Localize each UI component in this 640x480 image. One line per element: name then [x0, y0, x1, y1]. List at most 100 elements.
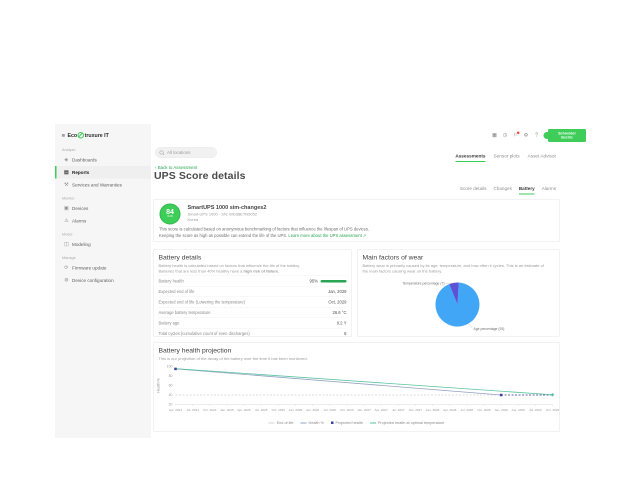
score-total: /100	[167, 215, 173, 218]
svg-text:Jan. 2027: Jan. 2027	[357, 408, 371, 412]
battery-row-battery-age: Battery age 0.2 Y	[158, 317, 347, 329]
sidebar-item-label: Modeling	[72, 241, 91, 247]
score-description-2: Keeping the score as high as possible ca…	[159, 233, 366, 238]
sidebar-item-devices[interactable]: ▣ Devices	[55, 202, 151, 215]
svg-text:Jul. 2024: Jul. 2024	[186, 408, 199, 412]
battery-desc-line1: Battery health is calculated based on fa…	[158, 263, 301, 269]
legend-swatch	[268, 422, 275, 424]
sidebar-item-alarms[interactable]: ⚠ Alarms	[55, 215, 151, 228]
location-search[interactable]	[155, 147, 217, 158]
battery-details-description: Battery health is calculated based on fa…	[159, 264, 341, 275]
sidebar-item-firmware-update[interactable]: ⟳ Firmware update	[55, 262, 151, 275]
legend-label: End of life	[276, 420, 294, 426]
svg-text:Oct. 2026: Oct. 2026	[340, 408, 354, 412]
projection-title: Battery health projection	[158, 346, 232, 355]
battery-rows: Battery health 95% Expected end of life Jan…	[158, 275, 347, 339]
svg-text:Jul. 2025: Jul. 2025	[255, 408, 268, 412]
svg-text:Apr. 2024: Apr. 2024	[169, 408, 183, 412]
sidebar-item-dashboards[interactable]: ◈ Dashboards	[55, 154, 151, 167]
device-configuration-icon: ⚙	[64, 277, 69, 284]
reports-icon: ▤	[64, 169, 69, 176]
search-icon	[159, 150, 164, 155]
apps-icon[interactable]: ▦	[492, 132, 497, 139]
tab-asset-advisor[interactable]: Asset Advisor	[527, 153, 556, 159]
legend-swatch	[330, 421, 334, 424]
legend-item-end-of-life: End of life	[268, 420, 294, 426]
sidebar-section-label: Analyze	[62, 147, 76, 153]
sidebar-item-label: Firmware update	[72, 265, 107, 271]
svg-text:Oct. 2027: Oct. 2027	[409, 408, 423, 412]
svg-text:Oct. 2028: Oct. 2028	[477, 408, 491, 412]
back-label: Back to Assessment	[157, 165, 198, 170]
history-icon[interactable]: ◷	[502, 132, 508, 139]
battery-details-title: Battery details	[158, 253, 202, 262]
user-avatar[interactable]	[543, 132, 551, 139]
sidebar-item-modeling[interactable]: ◫ Modeling	[55, 238, 151, 251]
settings-icon[interactable]: ⚙	[523, 132, 529, 139]
tab-score-details[interactable]: Score details	[459, 186, 487, 191]
ecostruxure-logo-icon	[77, 132, 85, 139]
dashboards-icon: ◈	[64, 157, 69, 163]
back-link[interactable]: ‹ Back to Assessment	[155, 165, 197, 170]
svg-text:Jan. 2026: Jan. 2026	[289, 408, 303, 412]
svg-text:Apr. 2026: Apr. 2026	[306, 408, 320, 412]
svg-text:40: 40	[169, 393, 173, 397]
battery-row-label: Battery age	[158, 320, 180, 326]
battery-row-label: Battery health	[158, 278, 184, 284]
battery-row-expected-end-of-life-lowering-the-temperature: Expected end of life (Lowering the tempe…	[158, 296, 347, 308]
tab-sensor-plots[interactable]: Sensor plots	[493, 153, 520, 159]
menu-icon[interactable]: ≡	[61, 131, 66, 139]
score-description-2-text: Keeping the score as high as possible ca…	[159, 233, 288, 238]
tab-changes[interactable]: Changes	[493, 186, 512, 191]
svg-text:Oct. 2025: Oct. 2025	[272, 408, 286, 412]
sidebar-item-device-configuration[interactable]: ⚙ Device configuration	[55, 274, 151, 287]
legend-swatch	[300, 422, 307, 424]
svg-text:Apr. 2028: Apr. 2028	[443, 408, 457, 412]
battery-row-value: 0.2 Y	[336, 320, 347, 326]
sidebar-item-reports[interactable]: ▤ Reports	[55, 166, 151, 179]
svg-text:Oct. 2024: Oct. 2024	[203, 408, 217, 412]
svg-text:Apr. 2025: Apr. 2025	[237, 408, 251, 412]
svg-text:100: 100	[167, 365, 173, 369]
score-description-1: This score is calculated based on anonym…	[159, 226, 370, 232]
sidebar-item-label: Device configuration	[72, 277, 114, 283]
tab-alarms[interactable]: Alarms	[541, 186, 556, 191]
svg-text:80: 80	[169, 374, 173, 378]
tab-battery[interactable]: Battery	[518, 186, 535, 195]
battery-row-label: Expected end of life (Lowering the tempe…	[158, 299, 245, 305]
sidebar-item-label: Dashboards	[72, 157, 97, 163]
svg-text:Temperature percentage (7): Temperature percentage (7)	[402, 282, 444, 286]
primary-tabs: Assessments Sensor plots Asset Advisor	[455, 153, 556, 162]
logo-line2: Electric	[561, 135, 573, 140]
battery-row-value: 95%	[309, 279, 347, 284]
svg-text:Jul. 2026: Jul. 2026	[323, 408, 336, 412]
battery-row-label: Expected end of life	[158, 289, 195, 294]
battery-row-value: Jan, 2029	[328, 289, 347, 294]
battery-row-average-battery-temperature: Average battery temperature 26.6 °C	[158, 307, 347, 318]
sidebar-item-services-and-warranties[interactable]: ⚒ Services and Warranties	[55, 179, 151, 192]
svg-text:Jan. 2028: Jan. 2028	[426, 408, 440, 412]
search-input[interactable]	[166, 149, 213, 156]
learn-more-link[interactable]: Learn more about the UPS assessment ↗	[288, 233, 367, 238]
sidebar-nav: Analyze ◈ Dashboards ▤ Reports ⚒ Services and …	[55, 148, 151, 287]
notifications-icon[interactable]: ⚐	[513, 131, 520, 138]
sidebar-item-label: Reports	[72, 169, 90, 175]
tab-assessments[interactable]: Assessments	[455, 153, 486, 162]
brand-row: ≡ Eco truxure IT	[55, 124, 151, 143]
firmware-update-icon: ⟳	[64, 265, 69, 271]
brand-pre: Eco	[67, 132, 78, 139]
help-icon[interactable]: ?	[535, 132, 538, 139]
battery-row-label: Total cycles (cumulative count of even d…	[158, 331, 250, 336]
battery-details-card: Battery details Battery health is calcul…	[153, 249, 352, 337]
legend-label: Projected health at optimal temperature	[377, 420, 445, 426]
score-ring: 84 /100	[159, 203, 181, 225]
secondary-tabs: Score details Changes Battery Alarms	[460, 186, 556, 195]
modeling-icon: ◫	[64, 241, 69, 248]
alarms-icon: ⚠	[64, 218, 69, 224]
score-card: 84 /100 SmartUPS 1000 sim-changes2 Smart…	[153, 199, 560, 242]
projection-card: Battery health projection This is our pr…	[153, 342, 560, 432]
sidebar-section-label: Model	[62, 232, 73, 237]
svg-text:Jul. 2029: Jul. 2029	[529, 408, 542, 412]
projection-line-chart: 20 40 60 80 100 Health % Apr. 2024 Jul. 2024 Oct…	[154, 361, 561, 420]
